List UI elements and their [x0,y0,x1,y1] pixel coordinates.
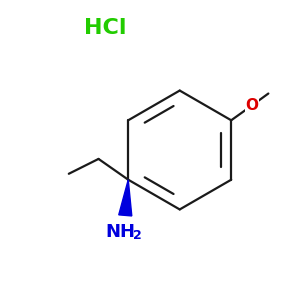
Text: O: O [245,98,259,113]
Text: NH: NH [106,223,136,241]
Polygon shape [119,180,132,216]
Text: HCl: HCl [84,18,127,38]
Text: 2: 2 [133,229,142,242]
